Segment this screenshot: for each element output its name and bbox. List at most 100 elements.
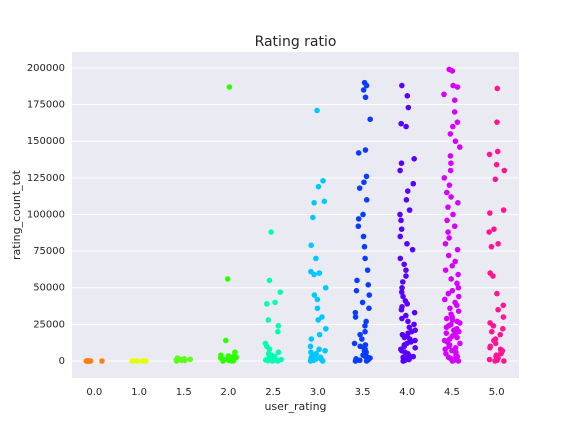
point [397,167,403,174]
point [450,123,456,130]
point [406,324,413,331]
point [398,120,404,127]
x-tick-label: 2.5 [265,387,281,398]
point [315,317,321,323]
point [490,323,497,329]
point [454,119,461,125]
point [354,277,360,284]
point [491,337,497,344]
point [367,116,373,123]
point [499,347,506,354]
point [264,301,270,307]
point [355,216,362,222]
point [226,84,233,90]
point [402,349,408,356]
point [412,337,418,344]
point [173,357,180,363]
point [405,318,411,325]
x-tick-label: 5.0 [489,387,505,398]
point [445,204,451,210]
point [356,185,363,191]
y-tick-label: 0 [59,356,65,367]
point [269,353,276,359]
point [363,82,370,89]
plot-area [72,52,519,378]
point [232,349,238,356]
point [355,150,362,156]
x-tick-label: 4.5 [444,387,460,398]
point [449,287,456,294]
point [399,315,405,322]
point [314,296,321,303]
point [412,345,419,351]
point [449,333,456,339]
point [456,328,462,335]
point [403,312,409,319]
point [441,91,447,98]
point [265,317,272,323]
point [406,207,413,213]
y-tick-label: 200000 [27,63,65,74]
x-tick-label: 1.0 [131,387,147,398]
point [501,358,507,364]
point [445,252,452,259]
point [366,292,373,298]
point [455,199,461,206]
y-axis-label: rating_count_tot [10,169,23,260]
point [445,229,451,235]
point [308,242,314,249]
point [493,161,500,168]
point [311,271,317,278]
point [493,353,499,360]
point [227,357,234,364]
point [403,273,409,279]
point [441,296,448,303]
point [224,276,231,282]
point [397,255,404,262]
point [363,197,370,203]
point [398,217,404,224]
point [455,358,462,364]
point [269,358,276,364]
x-tick-label: 1.5 [176,387,192,398]
point [322,347,328,354]
point [450,82,456,89]
point [353,287,360,294]
point [447,305,453,312]
point [266,277,273,284]
point [307,358,314,364]
point [311,292,318,298]
point [497,331,504,338]
point [455,271,461,278]
point [364,267,371,273]
point [323,325,329,332]
point [453,302,460,309]
point [494,85,501,92]
point [311,199,317,206]
point [362,147,369,153]
point [403,197,410,203]
point [357,331,363,338]
point [404,188,411,194]
point [360,211,366,218]
point [275,323,282,329]
point [446,182,453,188]
point [362,328,368,335]
point [316,270,323,276]
point [408,328,415,335]
point [398,226,405,232]
point [399,82,405,89]
point [233,354,240,361]
point [321,198,328,205]
point [360,233,367,240]
point [181,356,188,362]
x-tick-label: 4.0 [399,387,415,398]
point [487,345,493,351]
point [452,258,459,265]
point [272,299,278,306]
point [443,189,450,196]
point [495,306,501,313]
point [322,284,329,291]
point [362,342,369,348]
point [187,356,194,363]
